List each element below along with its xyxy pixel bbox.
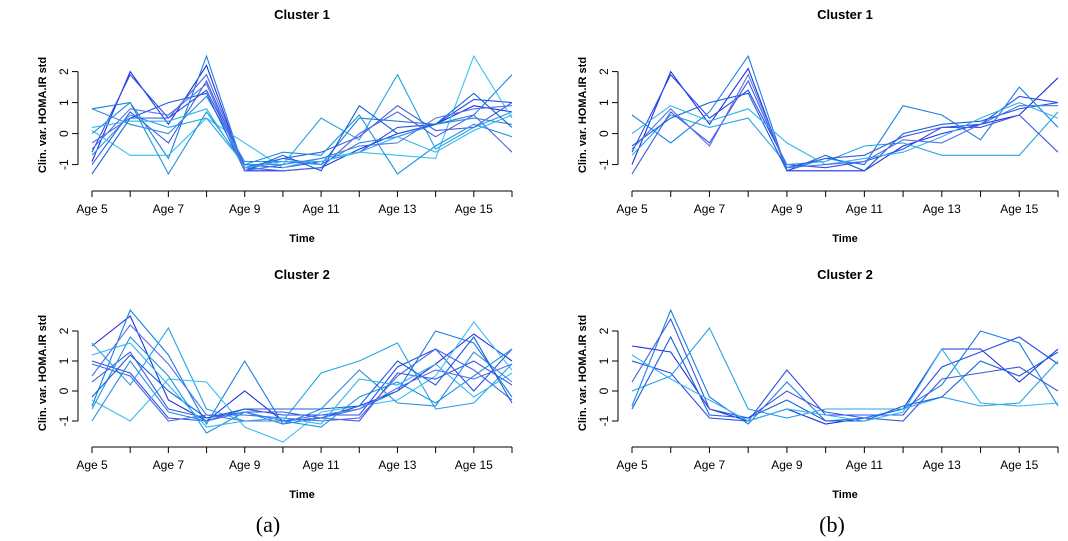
- chart-1: Cluster 1 Age 5 Age 7 Age 9 Age 11 Age 13 Age …: [37, 7, 513, 245]
- x-tick-label: Age 9: [771, 458, 803, 472]
- chart-4: Cluster 2 Age 5 Age 7 Age 9 Age 11 Age 13 Age …: [577, 267, 1059, 501]
- chart-title: Cluster 1: [274, 7, 330, 22]
- x-tick-label: Age 13: [923, 202, 961, 216]
- series-line-12: [91, 83, 513, 172]
- series-line-10: [91, 92, 513, 175]
- x-tick-label: Age 11: [303, 202, 340, 216]
- series-line-4: [91, 73, 513, 166]
- series-line-2: [631, 336, 1059, 422]
- y-tick-label: 1: [57, 99, 71, 106]
- y-tick-label: 0: [57, 130, 71, 137]
- x-tick-label: Age 15: [455, 202, 493, 216]
- y-tick-label: 2: [57, 327, 71, 334]
- series-line-6: [91, 79, 513, 169]
- x-tick-label: Age 11: [846, 202, 883, 216]
- x-tick-label: Age 7: [694, 202, 726, 216]
- series-line-7: [631, 348, 1059, 422]
- series-line-2: [91, 348, 513, 422]
- series-line-5: [91, 321, 513, 443]
- y-tick-label: 2: [597, 68, 611, 75]
- series-line-4: [91, 326, 513, 422]
- y-tick-label: 2: [597, 327, 611, 334]
- series-line-6: [631, 335, 1059, 422]
- x-tick-label: Age 5: [76, 202, 108, 216]
- x-tick-label: Age 7: [694, 458, 726, 472]
- y-tick-label: -1: [597, 415, 611, 426]
- x-tick-label: Age 7: [153, 458, 185, 472]
- chart-2: Cluster 1 Age 5 Age 7 Age 9 Age 11 Age 13 Age …: [577, 7, 1059, 245]
- y-tick-label: 0: [597, 130, 611, 137]
- series-line-4: [631, 326, 1059, 419]
- y-axis-label: Clin. var. HOMA.IR std: [37, 315, 49, 431]
- chart-3: Cluster 2 Age 5 Age 7 Age 9 Age 11 Age 13 Age …: [37, 267, 513, 501]
- series-line-1: [631, 67, 1059, 172]
- y-tick-label: 2: [57, 68, 71, 75]
- x-tick-label: Age 13: [378, 202, 416, 216]
- series-line-5: [91, 54, 513, 169]
- panel-label-b: (b): [819, 512, 845, 537]
- x-axis-label: Time: [289, 233, 314, 245]
- series-line-4: [631, 111, 1059, 166]
- series-line-2: [91, 73, 513, 169]
- x-tick-label: Age 13: [923, 458, 961, 472]
- x-tick-label: Age 15: [1000, 458, 1038, 472]
- x-axis-label: Time: [832, 233, 857, 245]
- series-line-1: [631, 345, 1059, 425]
- x-tick-label: Age 5: [76, 458, 108, 472]
- y-tick-label: 1: [597, 99, 611, 106]
- series-line-3: [631, 308, 1059, 425]
- y-axis-label: Clin. var. HOMA.IR std: [577, 57, 589, 173]
- panel-label-a: (a): [256, 512, 280, 537]
- series-line-8: [631, 73, 1058, 169]
- y-axis-label: Clin. var. HOMA.IR std: [577, 315, 589, 431]
- x-tick-label: Age 11: [303, 458, 340, 472]
- series-line-5: [631, 79, 1059, 175]
- x-tick-label: Age 5: [616, 458, 648, 472]
- series-line-7: [91, 336, 513, 434]
- series-line-7: [631, 102, 1059, 166]
- y-axis-label: Clin. var. HOMA.IR std: [37, 57, 49, 173]
- y-tick-label: -1: [57, 415, 71, 426]
- series-line-8: [91, 73, 513, 172]
- series-line-12: [91, 324, 513, 422]
- series-line-11: [91, 342, 513, 428]
- chart-title: Cluster 2: [274, 267, 330, 282]
- x-tick-label: Age 13: [378, 458, 416, 472]
- y-tick-label: 1: [597, 357, 611, 364]
- series-line-6: [91, 351, 513, 422]
- series-line-5: [631, 317, 1059, 422]
- x-tick-label: Age 9: [771, 202, 803, 216]
- x-tick-label: Age 15: [1000, 202, 1038, 216]
- x-axis-label: Time: [289, 489, 314, 501]
- x-axis-label: Time: [832, 489, 857, 501]
- x-tick-label: Age 15: [455, 458, 493, 472]
- chart-title: Cluster 1: [817, 7, 873, 22]
- series-line-8: [91, 348, 513, 422]
- x-tick-label: Age 5: [616, 202, 648, 216]
- y-tick-label: 0: [597, 387, 611, 394]
- y-tick-label: -1: [597, 159, 611, 170]
- x-tick-label: Age 9: [229, 458, 261, 472]
- y-tick-label: 0: [57, 387, 71, 394]
- x-tick-label: Age 11: [846, 458, 883, 472]
- series-line-7: [91, 101, 513, 176]
- series-line-10: [91, 336, 513, 419]
- x-tick-label: Age 7: [153, 202, 185, 216]
- series-line-9: [91, 351, 513, 425]
- chart-title: Cluster 2: [817, 267, 873, 282]
- x-tick-label: Age 9: [229, 202, 261, 216]
- y-tick-label: 1: [57, 357, 71, 364]
- y-tick-label: -1: [57, 159, 71, 170]
